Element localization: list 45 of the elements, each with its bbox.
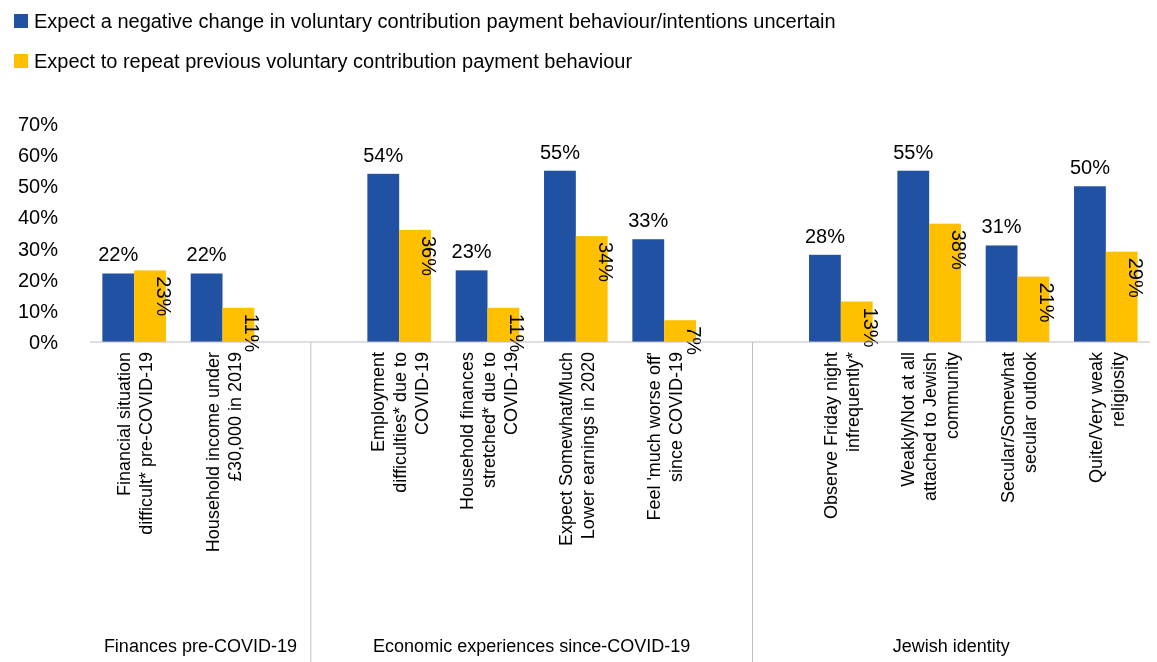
bar xyxy=(985,245,1018,342)
text: Jewish identity xyxy=(892,636,1010,656)
bar xyxy=(102,273,135,342)
data-label: 34% xyxy=(594,242,617,283)
legend-label: Expect a negative change in voluntary contribution payment behaviour/intentions uncertain xyxy=(34,10,836,32)
text: Economic experiences since-COVID-19 xyxy=(373,636,691,656)
data-label: 38% xyxy=(948,229,971,270)
data-label: 23% xyxy=(153,276,176,317)
y-tick-label: 20% xyxy=(17,268,59,291)
x-tick-label: Financial situation difficult* pre-COVID-19 xyxy=(114,352,157,535)
data-label: 55% xyxy=(893,140,934,163)
legend-label: Expect to repeat previous voluntary contribution payment behaviour xyxy=(34,50,633,72)
bar xyxy=(632,239,665,342)
data-label: 33% xyxy=(628,209,669,232)
y-tick-label: 10% xyxy=(17,299,59,322)
bar xyxy=(190,273,223,342)
data-label: 54% xyxy=(363,143,404,166)
data-label: 22% xyxy=(186,243,227,266)
data-label: 23% xyxy=(451,240,492,263)
bar xyxy=(367,173,400,342)
data-label: 36% xyxy=(418,235,441,277)
y-tick-label: 0% xyxy=(29,331,59,353)
data-label: 11% xyxy=(506,313,529,353)
y-tick-label: 60% xyxy=(17,144,59,167)
data-label: 22% xyxy=(98,243,139,266)
data-label: 50% xyxy=(1069,156,1111,179)
y-tick-label: 40% xyxy=(17,206,59,229)
data-label: 28% xyxy=(804,224,846,247)
y-tick-label: 50% xyxy=(17,175,59,198)
y-tick-label: 70% xyxy=(17,113,59,135)
data-label: 29% xyxy=(1124,257,1147,298)
data-label: 55% xyxy=(539,140,581,163)
bar xyxy=(897,170,930,342)
bar xyxy=(455,270,488,342)
bar xyxy=(809,254,841,342)
data-label: 31% xyxy=(981,215,1022,238)
data-label: 11% xyxy=(241,313,264,353)
y-tick-label: 30% xyxy=(17,237,59,260)
data-label: 13% xyxy=(859,307,882,348)
text: Finances pre-COVID-19 xyxy=(103,636,297,656)
bar xyxy=(1074,186,1106,342)
data-label: 21% xyxy=(1036,282,1059,323)
bar xyxy=(544,170,576,342)
x-tick-label: Observe Friday night infrequently* xyxy=(820,352,863,520)
x-tick-label: Employment difficulties* due to COVID-19 xyxy=(368,352,433,493)
